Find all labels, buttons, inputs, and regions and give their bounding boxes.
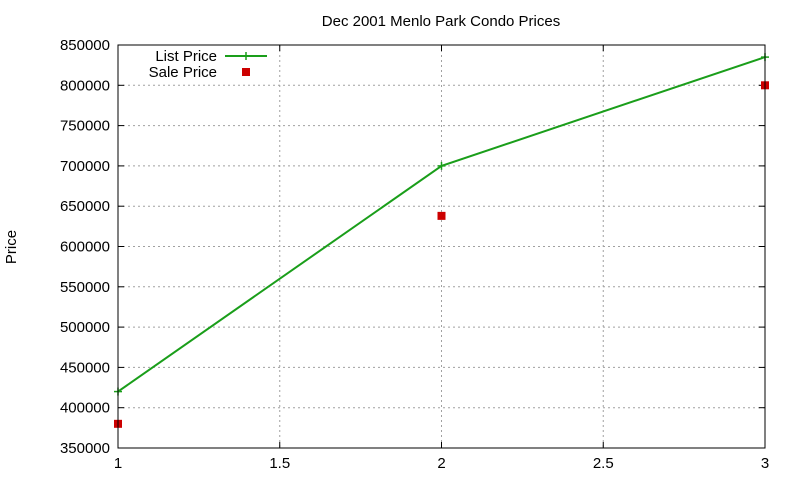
grid xyxy=(118,45,765,448)
legend-marker xyxy=(242,52,250,60)
y-tick-label: 800000 xyxy=(60,77,110,94)
sale-price-point xyxy=(437,211,446,220)
plot-frame xyxy=(117,44,766,449)
x-tick-label: 1.5 xyxy=(269,455,290,472)
tick-labels: 350000 400000 450000 500000 550000 600000 6500… xyxy=(60,37,769,472)
legend-label: Sale Price xyxy=(149,64,217,81)
y-tick-label: 350000 xyxy=(60,440,110,457)
y-axis-label: Price xyxy=(3,230,20,264)
y-tick-label: 550000 xyxy=(60,279,110,296)
chart-title: Dec 2001 Menlo Park Condo Prices xyxy=(322,13,560,30)
x-tick-label: 2 xyxy=(437,455,445,472)
x-tick-label: 1 xyxy=(114,455,122,472)
y-tick-label: 750000 xyxy=(60,118,110,135)
y-tick-label: 500000 xyxy=(60,319,110,336)
x-tick-label: 2.5 xyxy=(593,455,614,472)
x-tick-label: 3 xyxy=(761,455,769,472)
y-tick-label: 450000 xyxy=(60,359,110,376)
y-tick-label: 650000 xyxy=(60,198,110,215)
y-tick-label: 600000 xyxy=(60,239,110,256)
y-tick-label: 400000 xyxy=(60,400,110,417)
y-tick-label: 850000 xyxy=(60,37,110,54)
y-tick-label: 700000 xyxy=(60,158,110,175)
legend-marker xyxy=(242,68,250,76)
legend-label: List Price xyxy=(155,48,217,65)
list-price-point xyxy=(437,161,446,170)
